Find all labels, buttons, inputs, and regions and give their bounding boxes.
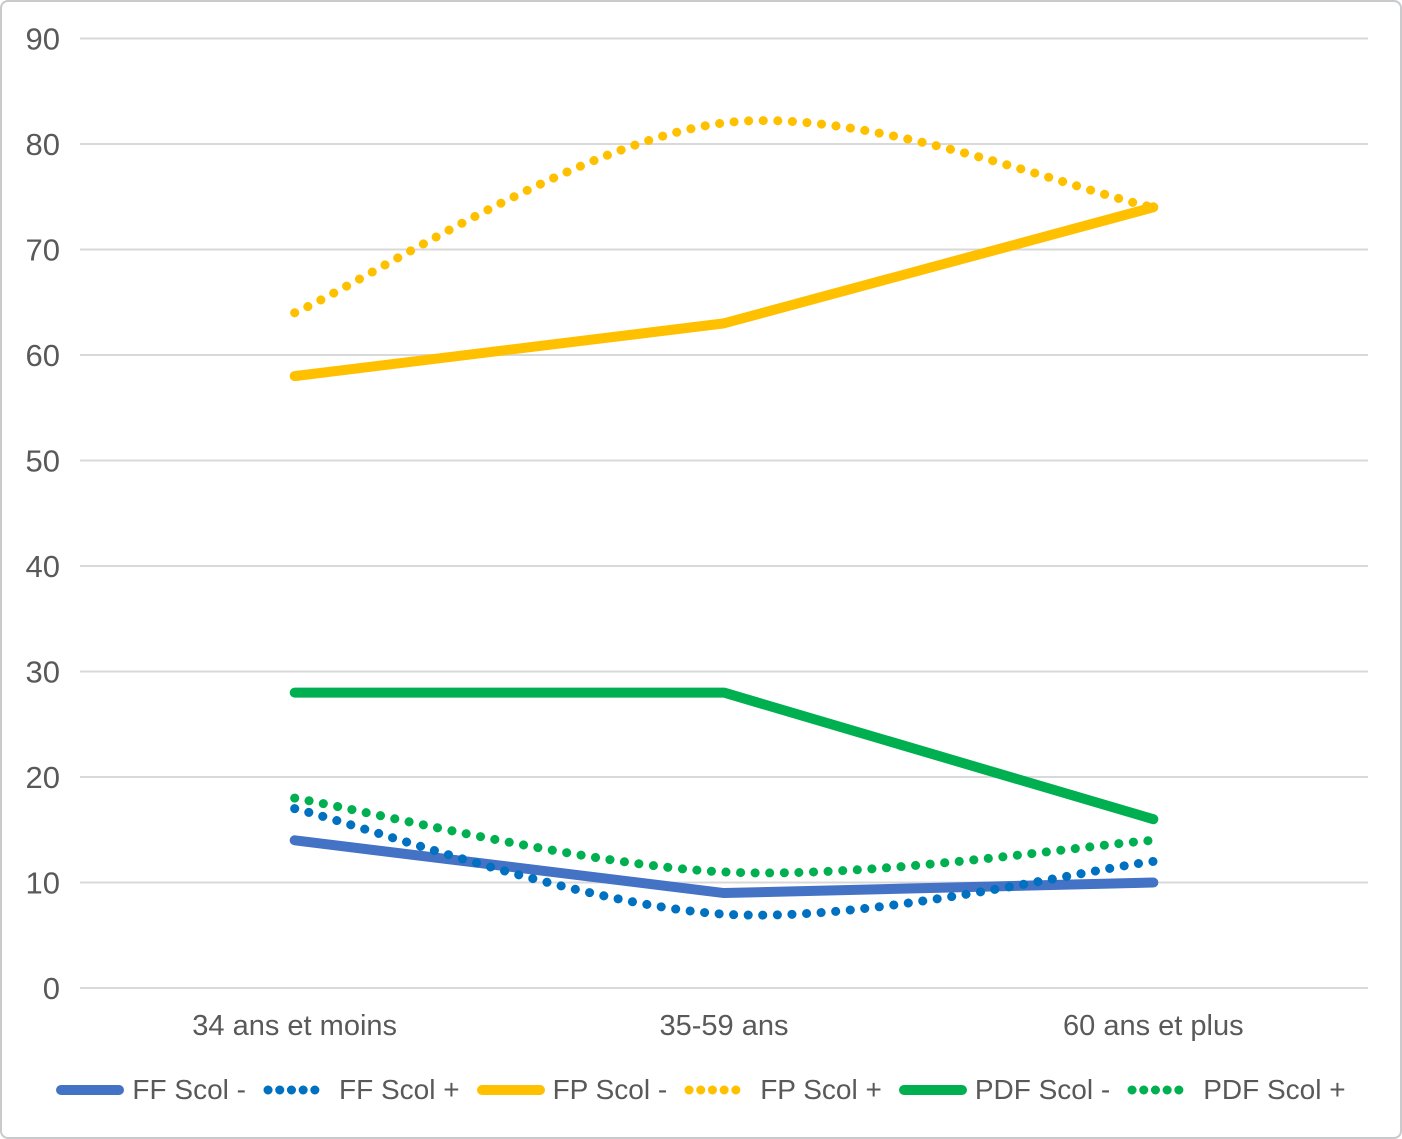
chart-legend: FF Scol - FF Scol + FP Scol - FP Scol + PDF … [2,1064,1400,1116]
solid-line-swatch-icon [56,1085,125,1095]
series-line-pdf-scol [290,793,1158,878]
legend-label-pdf-scol: PDF Scol + [1203,1074,1346,1105]
y-axis-tick-40: 40 [26,549,60,584]
y-axis-tick-60: 60 [26,338,60,373]
legend-label-ff-scol: FF Scol + [338,1074,460,1105]
legend-item-ff-scol: FF Scol - [56,1074,246,1106]
y-axis-tick-0: 0 [43,971,60,1006]
line-chart: 0 10 20 30 40 50 60 70 80 90 34 ans et moins 35-59 … [26,21,1368,1042]
series-line-ff-scol [290,804,1158,920]
series-line-pdf-scol [289,687,1159,825]
dotted-line-swatch-icon [263,1085,331,1095]
legend-item-fp-scol: FP Scol + [684,1074,882,1106]
series-line-fp-scol [290,116,1158,318]
legend-item-ff-scol: FF Scol + [263,1074,460,1106]
x-axis-label-60-ans-et-plus: 60 ans et plus [1063,1010,1244,1042]
legend-item-pdf-scol: PDF Scol - [898,1074,1111,1106]
y-axis-tick-20: 20 [26,760,60,795]
y-axis-tick-90: 90 [26,21,60,56]
solid-line-swatch-icon [898,1085,967,1095]
y-axis-tick-70: 70 [26,232,60,267]
x-axis-label-35-59-ans: 35-59 ans [660,1010,789,1042]
dotted-line-swatch-icon [684,1085,752,1095]
y-axis-tick-50: 50 [26,443,60,478]
legend-item-pdf-scol: PDF Scol + [1127,1074,1346,1106]
y-axis-tick-10: 10 [26,865,60,900]
y-axis-tick-30: 30 [26,654,60,689]
solid-line-swatch-icon [476,1085,545,1095]
series-line-fp-scol [289,202,1159,382]
legend-label-fp-scol: FP Scol + [760,1074,882,1105]
dotted-line-swatch-icon [1127,1085,1195,1095]
legend-label-fp-scol: FP Scol - [552,1074,668,1105]
x-axis-label-34-ans-et-moins: 34 ans et moins [192,1010,397,1042]
legend-label-ff-scol: FF Scol - [132,1074,246,1105]
legend-label-pdf-scol: PDF Scol - [974,1074,1111,1105]
legend-item-fp-scol: FP Scol - [476,1074,668,1106]
y-axis-tick-80: 80 [26,127,60,162]
